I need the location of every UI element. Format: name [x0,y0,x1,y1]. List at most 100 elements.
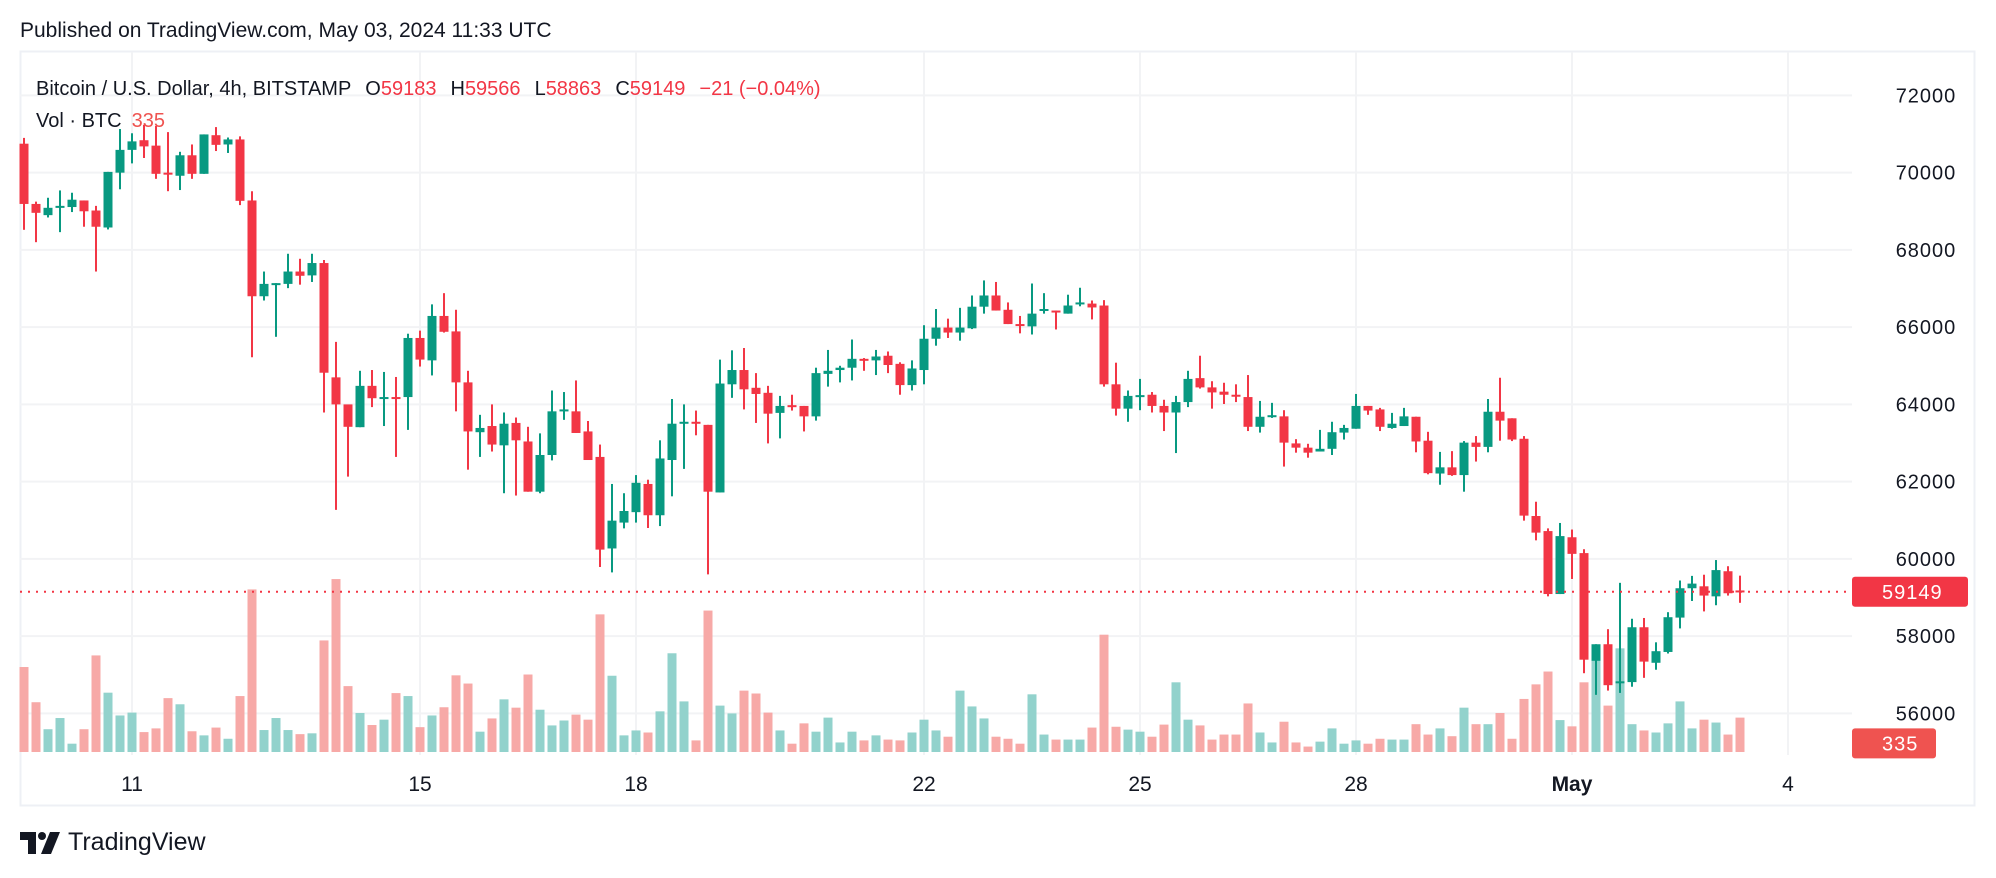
candle-body [667,423,677,461]
volume-bar [427,715,437,752]
candle-body [499,423,509,446]
candle-body [1615,681,1625,684]
candle [823,349,833,387]
candle-body [751,387,761,394]
candle [1339,424,1349,440]
candle [1663,612,1673,654]
candle-body [1423,440,1433,474]
candle [1435,451,1445,485]
candle [199,134,209,174]
volume-bar [379,719,389,752]
candle-body [427,315,437,361]
time-axis[interactable]: 11 15 18 22 25 28 May 4 [121,773,1794,796]
candle-body [1639,627,1649,662]
tradingview-logo[interactable]: TradingView [20,828,206,857]
volume-bar [1543,671,1553,752]
candle [163,132,173,192]
candle [127,133,137,164]
candle [403,333,413,430]
volume-bar [1495,712,1505,752]
candle [187,144,197,179]
candle [907,360,917,391]
volume-bar [163,698,173,752]
candle [1243,375,1253,432]
volume-bar [1291,742,1301,752]
candle-body [1387,423,1397,428]
price-tick-label: 56000 [1896,703,1957,725]
candle-body [1687,583,1697,589]
candle-body [643,483,653,516]
candle-body [379,397,389,400]
volume-bar [967,706,977,752]
last-price-badge: 59149 [1852,576,1968,607]
candle-body [43,207,53,216]
candle [1207,381,1217,409]
open-value: 59183 [380,78,437,100]
candle [91,205,101,272]
volume-bar [1435,728,1445,752]
candle [1603,629,1613,691]
candle-body [1603,644,1613,686]
volume-bar [799,723,809,752]
candle-body [1171,402,1181,413]
candle [1615,582,1625,693]
candle-body [1027,313,1037,327]
volume-bar [943,736,953,752]
volume-bar [1243,703,1253,752]
candle-body [67,199,77,208]
candle-body [511,422,521,441]
volume-bar [127,712,137,752]
candle [1231,384,1241,403]
candle [1555,522,1565,595]
time-tick-label: 4 [1782,773,1794,796]
candle [1507,418,1517,442]
candle-body [139,140,149,147]
volume-bar [91,655,101,752]
volume-bar [451,675,461,752]
candle [259,271,269,301]
candle [727,350,737,398]
volume-bar [319,640,329,752]
volume-bar [79,729,89,752]
volume-bar [115,715,125,752]
candle-body [31,203,41,213]
candle-body [103,171,113,228]
candle-body [535,454,545,492]
candle [1675,580,1685,629]
price-tick-label: 72000 [1896,85,1957,107]
candle [547,390,557,461]
price-axis[interactable]: 56000 58000 60000 62000 64000 66000 68000 70000… [1896,85,1957,725]
volume-bar [1087,727,1097,752]
volume-bar [1063,739,1073,752]
candle [1735,575,1745,603]
candle [1015,315,1025,334]
volume-bar [1195,725,1205,752]
volume-bar [1663,723,1673,752]
volume-bar [907,732,917,752]
candle-body [151,145,161,174]
candle-body [1315,448,1325,452]
candle-body [1375,409,1385,427]
high-label: H [450,78,465,100]
volume-bar [511,707,521,752]
candle-body [1087,303,1097,308]
last-price-badge-bg [1852,576,1968,607]
volume-bar [1099,634,1109,752]
candle [415,330,425,367]
candle [379,371,389,427]
volume-bar [1459,707,1469,752]
candle [883,351,893,374]
volume-bar [1447,736,1457,752]
volume-bar [679,701,689,752]
candle [1267,402,1277,418]
candle-body [1255,416,1265,427]
candle-body [163,172,173,175]
candle [499,412,509,494]
candle [151,125,161,179]
candle [775,395,785,439]
volume-bar [1387,739,1397,752]
volume-bar [1015,743,1025,752]
candle [1591,644,1601,695]
candle-body [763,392,773,414]
